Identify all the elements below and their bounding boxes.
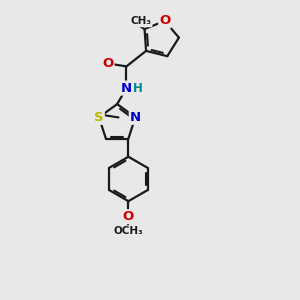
Text: O: O <box>159 14 170 27</box>
Text: N: N <box>121 82 132 94</box>
Text: S: S <box>94 111 104 124</box>
Text: OCH₃: OCH₃ <box>113 226 143 236</box>
Text: N: N <box>130 111 141 124</box>
Text: CH₃: CH₃ <box>130 16 152 26</box>
Text: O: O <box>102 57 113 70</box>
Text: O: O <box>123 210 134 223</box>
Text: H: H <box>133 82 143 94</box>
